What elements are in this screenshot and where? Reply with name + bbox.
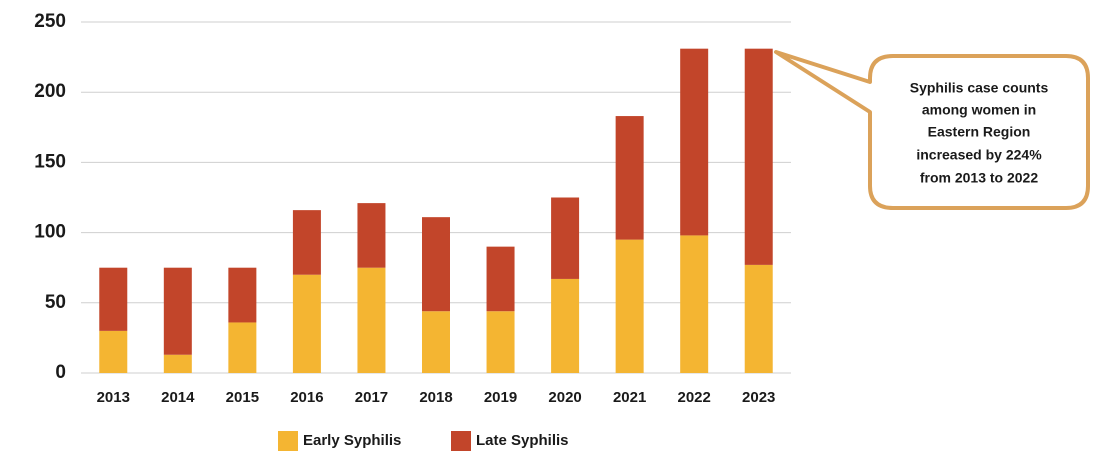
x-tick-label: 2018 bbox=[419, 389, 452, 406]
y-tick-label: 200 bbox=[34, 81, 66, 102]
annotation-line: Eastern Region bbox=[928, 124, 1031, 140]
bar-segment bbox=[551, 197, 580, 279]
bar-segment bbox=[744, 264, 773, 373]
y-tick-label: 100 bbox=[34, 222, 66, 243]
bar-segment bbox=[163, 354, 192, 373]
bar-segment bbox=[99, 330, 128, 373]
annotation-line: from 2013 to 2022 bbox=[920, 170, 1038, 186]
annotation-highlight: increased by 224% bbox=[916, 147, 1042, 163]
x-tick-label: 2021 bbox=[613, 389, 646, 406]
x-tick-label: 2022 bbox=[677, 389, 710, 406]
bar-segment bbox=[615, 239, 644, 373]
x-tick-label: 2019 bbox=[484, 389, 517, 406]
bar-segment bbox=[357, 267, 386, 373]
y-tick-label: 0 bbox=[55, 362, 66, 383]
x-tick-label: 2020 bbox=[548, 389, 581, 406]
legend-label: Early Syphilis bbox=[303, 432, 401, 449]
legend-swatch bbox=[278, 431, 298, 451]
bar-segment bbox=[486, 246, 515, 312]
x-tick-label: 2023 bbox=[742, 389, 775, 406]
bar-segment bbox=[615, 116, 644, 240]
bar-segment bbox=[744, 48, 773, 265]
bar-segment bbox=[292, 274, 321, 373]
legend-swatch bbox=[451, 431, 471, 451]
x-tick-label: 2017 bbox=[355, 389, 388, 406]
bar-segment bbox=[486, 311, 515, 373]
bar-segment bbox=[292, 210, 321, 275]
x-tick-label: 2016 bbox=[290, 389, 323, 406]
bar-segment bbox=[357, 203, 386, 268]
legend-label: Late Syphilis bbox=[476, 432, 569, 449]
bar-segment bbox=[163, 267, 192, 355]
callout-box bbox=[774, 50, 1090, 210]
bar-segment bbox=[422, 217, 450, 312]
y-tick-label: 250 bbox=[34, 11, 66, 32]
bar-segment bbox=[680, 48, 709, 236]
x-tick-label: 2014 bbox=[161, 389, 195, 406]
annotation-line: among women in bbox=[922, 102, 1036, 118]
bar-segment bbox=[680, 235, 709, 373]
bar-segment bbox=[228, 267, 257, 323]
y-tick-label: 150 bbox=[34, 151, 66, 172]
annotation-line: Syphilis case counts bbox=[910, 80, 1049, 96]
bar-segment bbox=[422, 311, 450, 373]
bar-segment bbox=[551, 278, 580, 373]
y-tick-label: 50 bbox=[45, 292, 66, 313]
x-tick-label: 2013 bbox=[97, 389, 130, 406]
x-tick-label: 2015 bbox=[226, 389, 259, 406]
bar-segment bbox=[228, 322, 257, 373]
bar-segment bbox=[99, 267, 128, 331]
